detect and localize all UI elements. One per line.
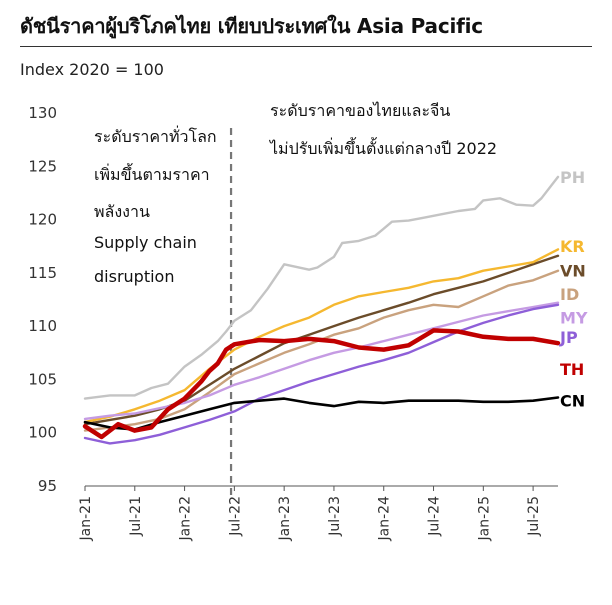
series-line-th [82,328,561,440]
y-tick-label: 95 [38,477,57,495]
y-tick-label: 125 [28,157,57,175]
annotation-left-line: พลังงาน [94,202,150,221]
x-tick-label: Jan-22 [178,496,194,541]
y-tick-label: 120 [28,211,57,229]
x-tick-label: Jan-21 [78,496,94,541]
series-label-my: MY [560,309,588,328]
x-tick-label: Jan-23 [277,496,293,541]
chart-title: ดัชนีราคาผู้บริโภคไทย เทียบประเทศใน Asia… [20,14,483,38]
series-label-cn: CN [560,392,585,411]
series-label-vn: VN [560,262,586,281]
series-label-kr: KR [560,237,585,256]
series-line-my [83,301,560,421]
x-tick-label: Jul-23 [327,496,343,537]
series-label-id: ID [560,285,579,304]
x-tick-label: Jan-25 [476,496,492,541]
x-tick-label: Jul-21 [128,496,144,537]
annotation-left-line: ระดับราคาทั่วโลก [94,125,217,146]
series-line-kr [83,248,560,424]
annotation-right-line: ไม่ปรับเพิ่มขึ้นตั้งแต่กลางปี 2022 [268,137,497,158]
x-tick-label: Jan-24 [377,496,393,542]
y-tick-label: 100 [28,424,57,442]
series-label-jp: JP [559,328,578,347]
axes: 95 100 105 110 115 120 125 130 Jan-21 Jul-21 Jan-2… [28,104,558,541]
y-tick-label: 115 [28,264,57,282]
series-line-jp [83,303,560,445]
annotation-left-line: Supply chain [94,233,197,252]
y-tick-label: 105 [28,370,57,388]
x-tick-label: Jul-24 [427,496,443,537]
series-lines [82,175,561,445]
annotation-left-line: disruption [94,267,174,286]
series-line-ph [83,175,560,400]
x-tick-label: Jul-22 [227,496,243,537]
chart-subtitle: Index 2020 = 100 [20,60,164,79]
y-tick-label: 110 [28,317,57,335]
annotation-left-line: เพิ่มขึ้นตามราคา [94,163,210,184]
title-divider [20,46,592,47]
annotation-right-line: ระดับราคาของไทยและจีน [270,101,450,120]
series-label-ph: PH [560,168,585,187]
series-label-th: TH [560,360,584,379]
series-line-id [83,269,560,432]
y-tick-label: 130 [28,104,57,122]
series-line-cn [83,396,560,431]
x-tick-label: Jul-25 [526,496,542,537]
